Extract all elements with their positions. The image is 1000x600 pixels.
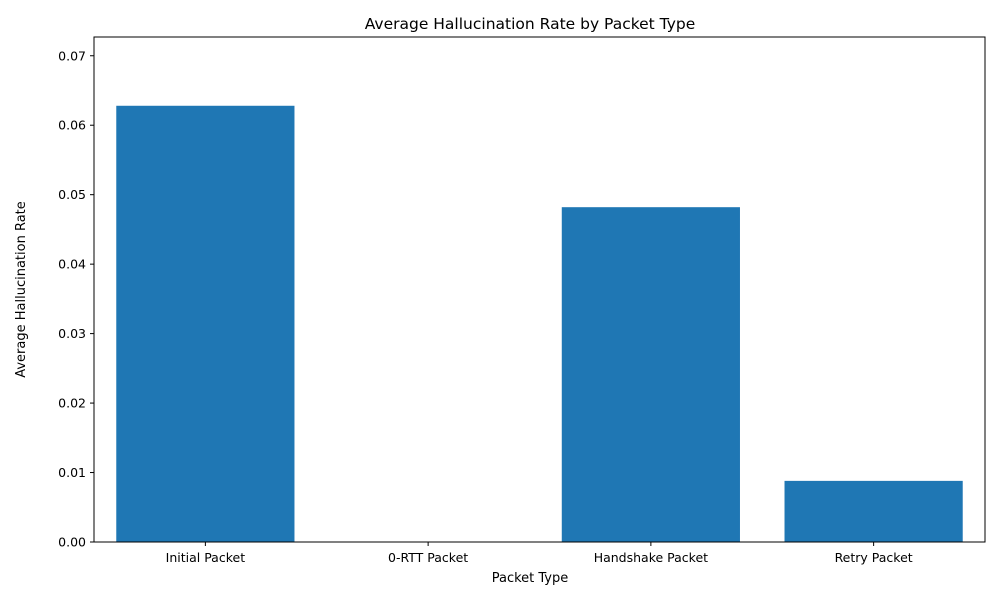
plot-frame: [93, 36, 986, 543]
x-tick-label-1: 0-RTT Packet: [388, 550, 468, 565]
bar-2: [561, 207, 740, 542]
y-tick-label-4: 0.04: [58, 257, 86, 272]
y-axis-ticks: 0.00 0.01 0.02 0.03 0.04 0.05 0.06 0.07: [58, 48, 94, 550]
bars-group: [116, 105, 963, 543]
x-axis-title: Packet Type: [492, 571, 569, 586]
y-tick-label-7: 0.07: [58, 48, 86, 63]
x-tick-label-2: Handshake Packet: [594, 550, 708, 565]
y-tick-label-2: 0.02: [58, 396, 86, 411]
y-tick-label-6: 0.06: [58, 118, 86, 133]
x-tick-label-3: Retry Packet: [835, 550, 913, 565]
y-axis-title: Average Hallucination Rate: [14, 201, 29, 378]
chart-title: Average Hallucination Rate by Packet Typ…: [365, 15, 696, 33]
x-axis-ticks: Initial Packet 0-RTT Packet Handshake Pack…: [166, 542, 913, 565]
x-tick-label-0: Initial Packet: [166, 550, 246, 565]
y-tick-label-0: 0.00: [58, 535, 86, 550]
bar-3: [784, 480, 963, 542]
y-tick-label-5: 0.05: [58, 187, 86, 202]
bar-0: [116, 105, 295, 543]
y-tick-label-1: 0.01: [58, 465, 86, 480]
y-tick-label-3: 0.03: [58, 326, 86, 341]
